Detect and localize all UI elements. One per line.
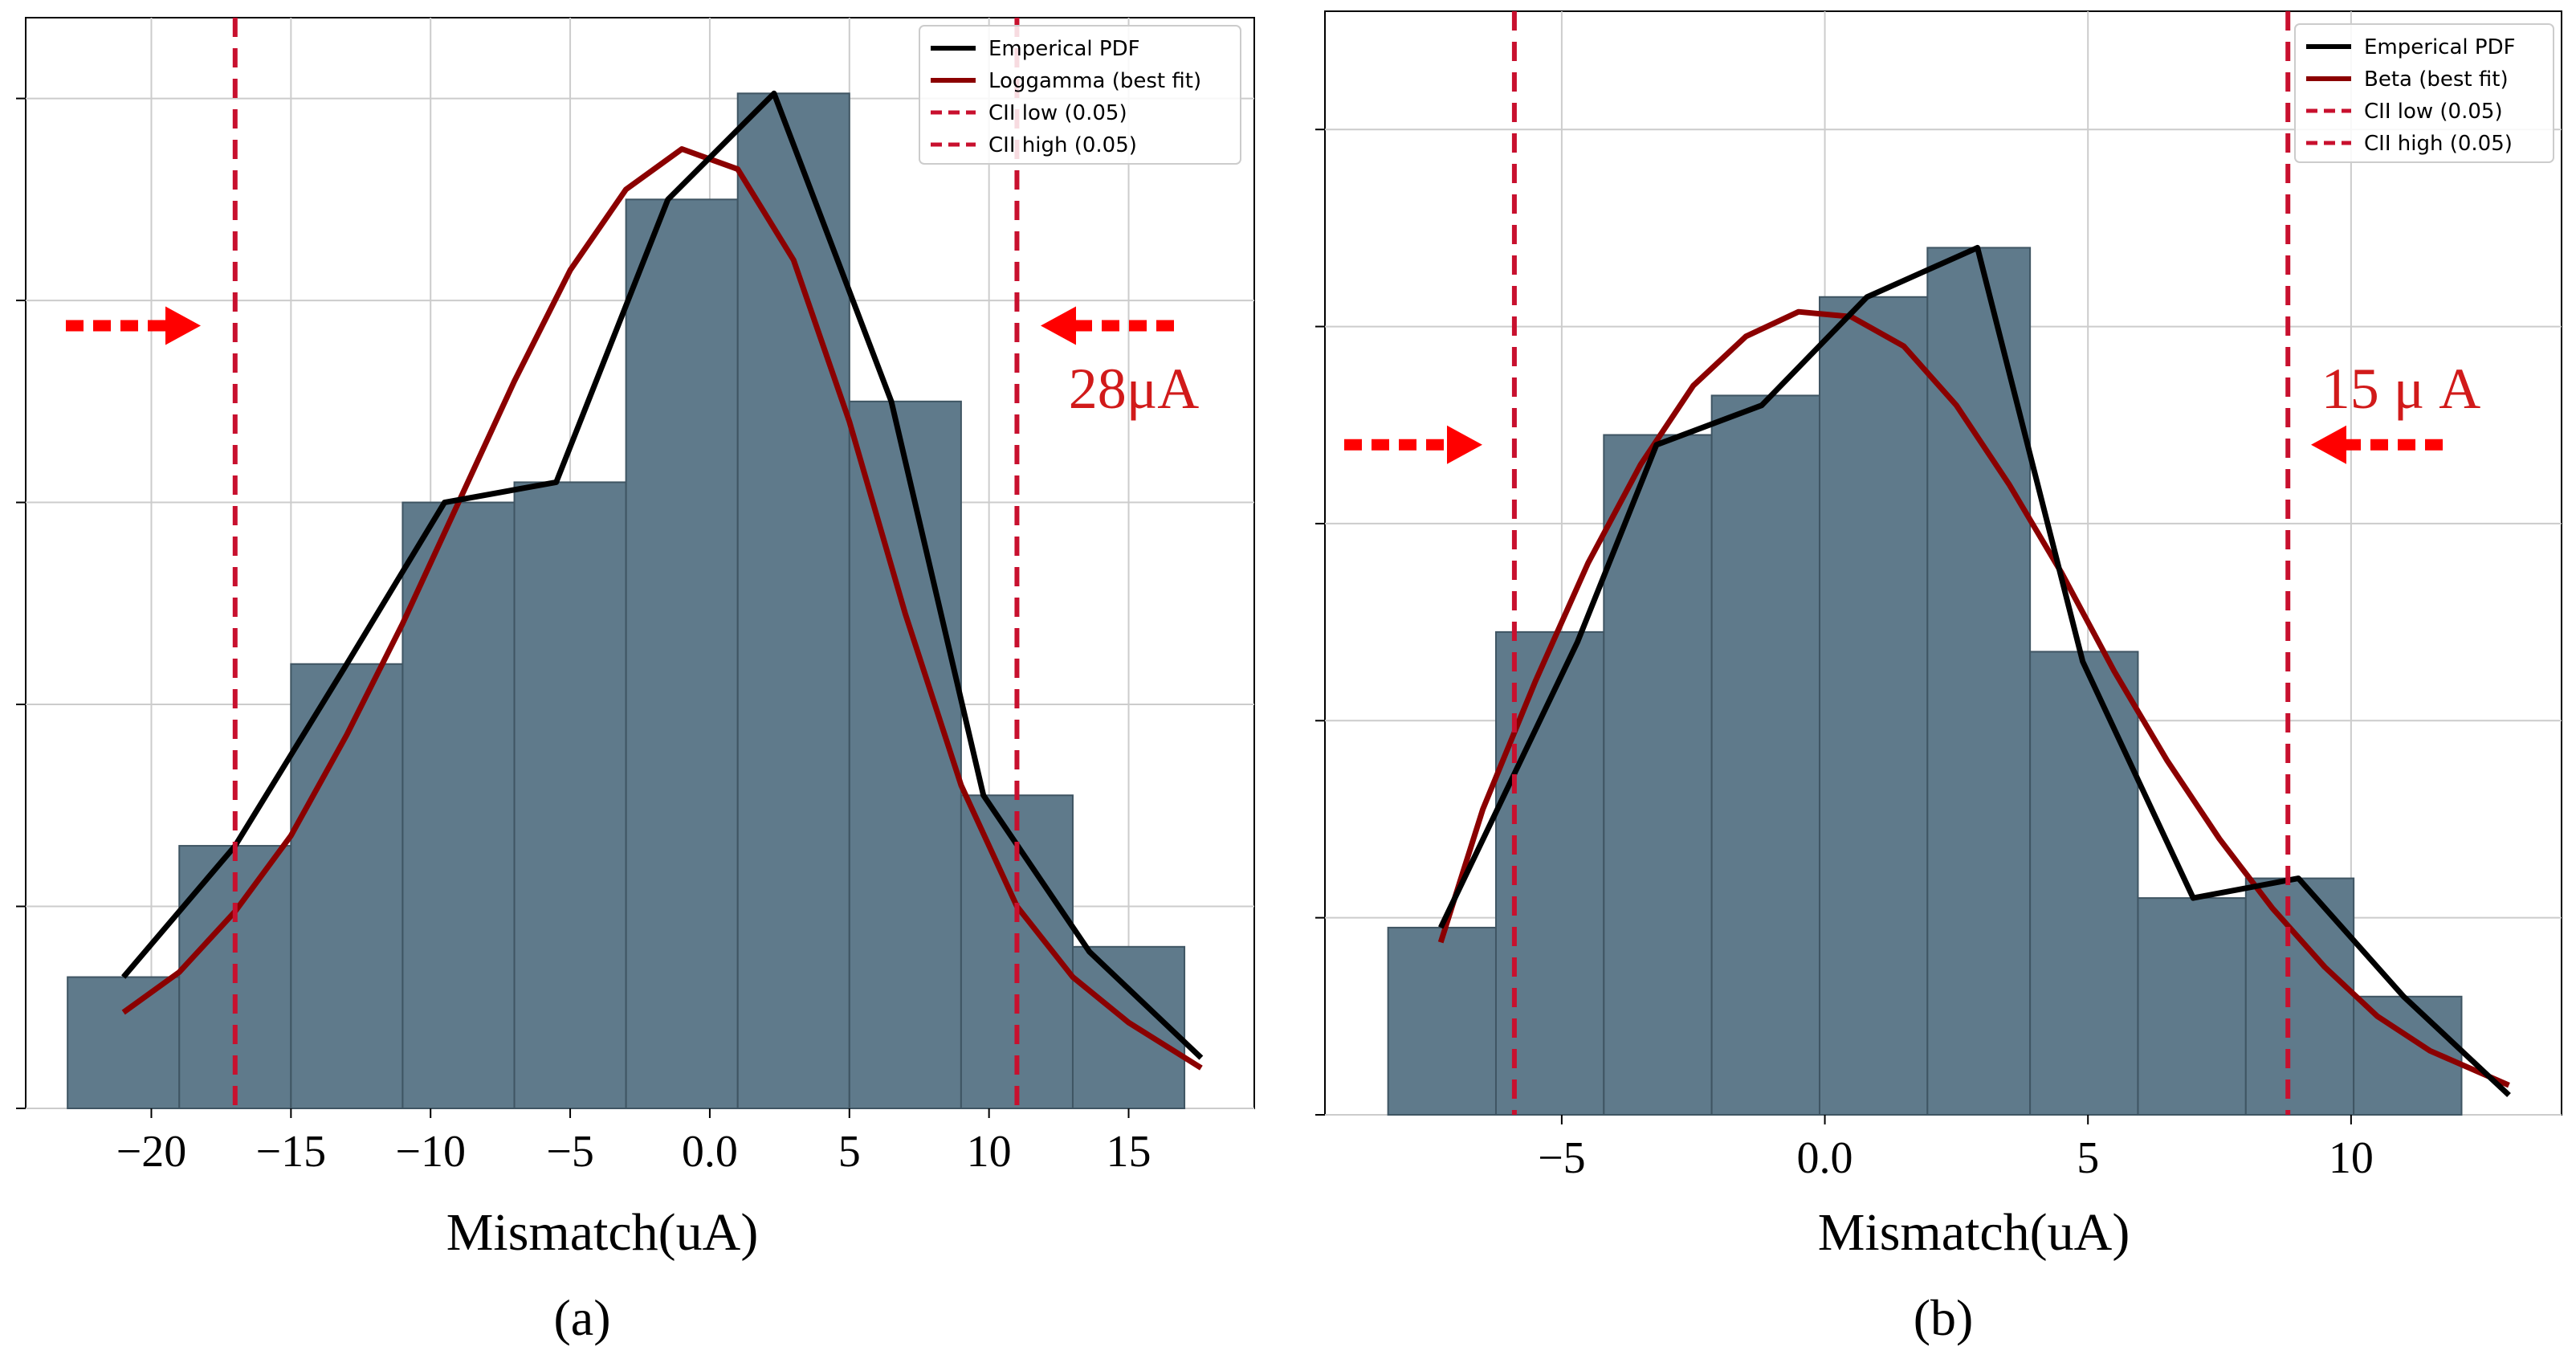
legend-label-cii-low-b: CII low (0.05) [2364,100,2503,124]
x-tick-label: 5 [2077,1133,2099,1183]
legend-label-fit-b: Beta (best fit) [2364,67,2509,92]
histogram-bar [1603,434,1713,1116]
x-axis-title-a: Mismatch(uA) [446,1203,759,1262]
legend-b: Emperical PDF Beta (best fit) CII low (0… [2294,23,2554,163]
panel-a: −20 −15 −10 −5 0.0 5 10 15 Mismatch(uA) (a) 28μ… [16,17,1255,1346]
panel-b: −5 0.0 5 10 Mismatch(uA) (b) 15 μ A Emperic… [1315,10,2562,1346]
x-tick-label: 5 [838,1127,861,1177]
arrow-head-right-pointing [1447,425,1482,464]
histogram-bar [2029,651,2139,1116]
x-tick-label: 0.0 [682,1127,738,1177]
tick-labels-b: −5 0.0 5 10 [1538,1133,2374,1183]
ticks-a [16,97,1130,1118]
histogram-bar [1819,296,1929,1116]
ticks-b [1315,129,2352,1124]
legend-label-cii-low-a: CII low (0.05) [988,101,1127,125]
empirical-pdf-line [1438,244,2511,1098]
x-tick-label: −10 [395,1127,466,1177]
fit-line-b [1437,308,2510,1088]
annotation-b: 15 μ A [2321,357,2481,421]
arrows-b [1344,425,2443,464]
arrows-a [66,306,1174,345]
histogram-bar [2244,877,2355,1116]
histogram-bar [2137,897,2247,1116]
histogram-bar [513,481,627,1109]
x-tick-label: 10 [2329,1133,2374,1183]
best-fit-curve [121,146,1203,1071]
histogram-bar [1926,247,2032,1116]
legend-box-b [2294,23,2554,163]
x-tick-label: 10 [967,1127,1012,1177]
x-tick-label: 0.0 [1797,1133,1853,1183]
legend-box-a [919,25,1241,165]
legend-label-pdf-a: Emperical PDF [988,37,1140,61]
histogram-bar [625,198,739,1109]
panel-label-b: (b) [1914,1289,1974,1346]
legend-label-cii-high-a: CII high (0.05) [988,133,1137,157]
arrow-head-right-pointing [165,306,201,345]
arrow-head-left-pointing [1041,306,1076,345]
x-tick-label: −20 [116,1127,187,1177]
legend-a: Emperical PDF Loggamma (best fit) CII lo… [919,25,1241,165]
tick-labels-a: −20 −15 −10 −5 0.0 5 10 15 [116,1127,1151,1177]
x-tick-label: −5 [546,1127,594,1177]
legend-label-pdf-b: Emperical PDF [2364,35,2516,59]
x-tick-label: −5 [1538,1133,1586,1183]
histogram-bar [1387,926,1497,1116]
best-fit-curve [1437,308,2510,1088]
x-axis-title-b: Mismatch(uA) [1818,1203,2130,1262]
histogram-bar [1710,394,1821,1116]
annotation-a: 28μA [1069,357,1200,421]
legend-label-cii-high-b: CII high (0.05) [2364,132,2513,156]
histogram-bar [67,976,181,1109]
arrow-head-left-pointing [2311,425,2346,464]
histogram-bar [401,501,516,1109]
fit-line-a [121,146,1203,1071]
legend-label-fit-a: Loggamma (best fit) [988,69,1201,93]
x-tick-label: 15 [1107,1127,1151,1177]
cii-lines-b [1511,11,2291,1115]
x-tick-label: −15 [256,1127,327,1177]
panel-label-a: (a) [553,1289,610,1346]
histogram-bar [848,400,962,1109]
pdf-line-b [1438,244,2511,1098]
